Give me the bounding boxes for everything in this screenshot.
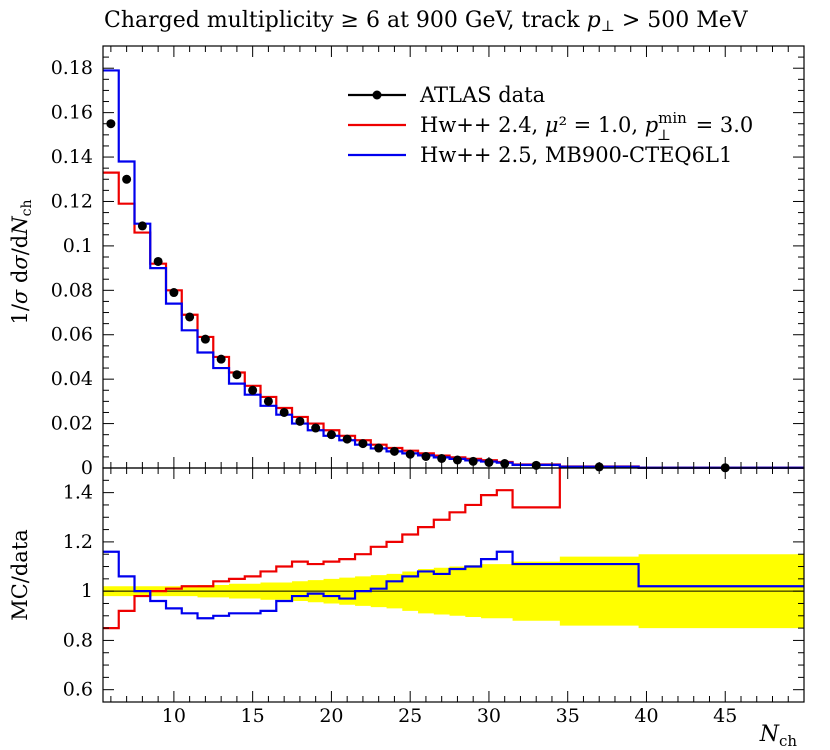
data-point — [153, 256, 163, 266]
data-point — [437, 453, 447, 463]
data-point — [122, 174, 132, 184]
series-line-hw24 — [103, 171, 804, 469]
y-tick-label-bottom: 1 — [81, 580, 93, 602]
y-tick-label-top: 0.14 — [51, 146, 93, 168]
y-tick-label-bottom: 0.8 — [63, 629, 93, 651]
data-point — [169, 288, 179, 298]
data-point — [468, 456, 478, 466]
data-point — [389, 446, 399, 456]
x-tick-label: 10 — [162, 705, 186, 727]
data-point — [358, 439, 368, 449]
ratio-line-hw25 — [103, 550, 804, 620]
x-tick-label: 40 — [634, 705, 658, 727]
legend-label-hw24: Hw++ 2.4, μ² = 1.0, pmin ⊥ = 3.0 — [420, 109, 753, 144]
data-point — [232, 370, 242, 380]
y-axis-label-top: 1/σ dσ/dNch — [8, 199, 35, 324]
x-tick-label: 25 — [398, 705, 422, 727]
data-point — [200, 334, 210, 344]
y-tick-label-bottom: 1.2 — [63, 531, 93, 553]
data-point — [248, 385, 258, 395]
y-tick-label-top: 0.12 — [51, 190, 93, 212]
data-point — [374, 443, 384, 453]
data-point — [263, 396, 273, 406]
bottom-panel-frame — [102, 467, 805, 703]
legend-marker-data — [372, 90, 382, 100]
data-point — [295, 416, 305, 426]
legend-label-data: ATLAS data — [419, 83, 545, 107]
x-tick-label: 30 — [477, 705, 501, 727]
data-point — [405, 449, 415, 459]
data-point — [279, 407, 289, 417]
x-tick-label: 20 — [319, 705, 343, 727]
x-axis-label: Nch — [759, 722, 798, 750]
data-point — [452, 455, 462, 465]
y-tick-label-top: 0.06 — [51, 324, 93, 346]
x-tick-label: 45 — [713, 705, 737, 727]
y-tick-label-bottom: 1.4 — [63, 482, 93, 504]
data-point — [342, 434, 352, 444]
y-axis-label-bottom: MC/data — [8, 529, 32, 621]
y-tick-label-top: 0.1 — [63, 235, 93, 257]
y-tick-label-top: 0.02 — [51, 413, 93, 435]
data-point — [185, 312, 195, 322]
y-tick-label-top: 0.16 — [51, 102, 93, 124]
top-panel-frame — [102, 45, 805, 469]
data-point — [311, 423, 321, 433]
x-tick-label: 15 — [241, 705, 265, 727]
data-point — [216, 354, 226, 364]
ratio-line-hw24 — [103, 468, 561, 630]
y-tick-label-top: 0.08 — [51, 279, 93, 301]
legend-label-hw25: Hw++ 2.5, MB900-CTEQ6L1 — [420, 143, 732, 167]
y-tick-label-top: 0 — [81, 457, 93, 479]
data-point — [106, 119, 116, 129]
data-point — [326, 430, 336, 440]
x-tick-label: 35 — [556, 705, 580, 727]
y-tick-label-top: 0.18 — [51, 57, 93, 79]
chart-title: Charged multiplicity ≥ 6 at 900 GeV, tra… — [104, 8, 749, 35]
y-tick-label-top: 0.04 — [51, 368, 93, 390]
data-point — [137, 221, 147, 231]
y-tick-label-bottom: 0.6 — [63, 679, 93, 701]
data-point — [421, 451, 431, 461]
